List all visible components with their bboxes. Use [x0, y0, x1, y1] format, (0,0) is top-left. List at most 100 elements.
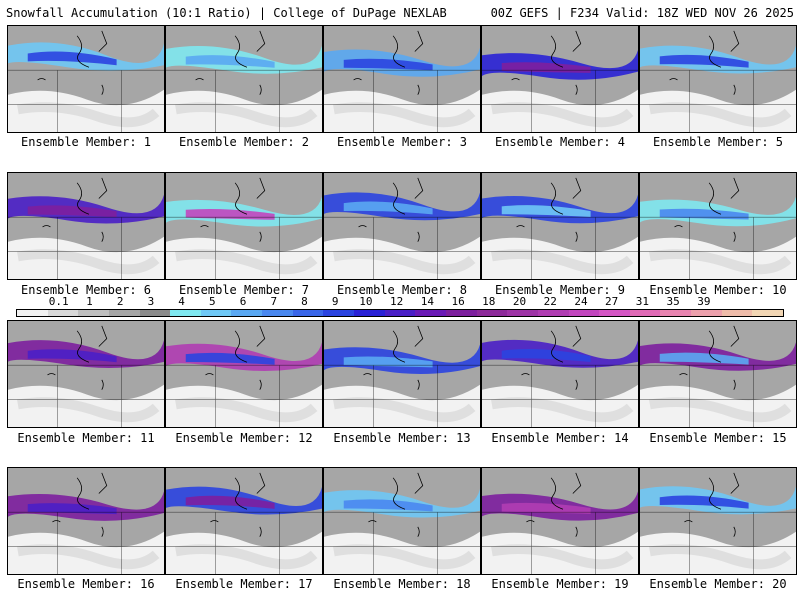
snowfall-map	[166, 468, 322, 574]
ensemble-panel-12	[165, 320, 323, 428]
colorbar-tick-label: 5	[209, 295, 216, 308]
colorbar-swatch	[292, 310, 324, 316]
colorbar-swatch	[721, 310, 753, 316]
ensemble-member-caption: Ensemble Member: 11	[17, 431, 155, 445]
snowfall-map	[482, 26, 638, 132]
ensemble-panel-7	[165, 172, 323, 280]
ensemble-panel-15	[639, 320, 797, 428]
colorbar-swatch	[691, 310, 722, 316]
colorbar-tick-label: 14	[420, 295, 434, 308]
colorbar-tick-label: 6	[239, 295, 247, 308]
snowfall-map	[166, 321, 322, 427]
ensemble-panel-14	[481, 320, 639, 428]
colorbar-swatch	[47, 310, 79, 316]
ensemble-panel-1	[7, 25, 165, 133]
ensemble-panel-17	[165, 467, 323, 575]
ensemble-panel-13	[323, 320, 481, 428]
colorbar-swatch	[78, 310, 109, 316]
snowfall-map	[324, 321, 480, 427]
snowfall-map	[640, 26, 796, 132]
colorbar-tick-label: 8	[301, 295, 308, 308]
colorbar-tick-label: 4	[178, 295, 185, 308]
snowfall-map	[482, 321, 638, 427]
ensemble-panel-9	[481, 172, 639, 280]
colorbar-tick-label: 10	[359, 295, 373, 308]
colorbar-swatch	[323, 310, 355, 316]
snowfall-map	[640, 173, 796, 279]
snowfall-map	[640, 468, 796, 574]
ensemble-panel-4	[481, 25, 639, 133]
ensemble-member-caption: Ensemble Member: 14	[491, 431, 629, 445]
colorbar-tick-label: 0.1	[48, 295, 69, 308]
ensemble-member-caption: Ensemble Member: 6	[20, 283, 152, 297]
colorbar-swatch	[568, 310, 600, 316]
snowfall-map	[8, 26, 164, 132]
colorbar-tick-label: 39	[697, 295, 711, 308]
snowfall-map	[324, 26, 480, 132]
colorbar-swatch	[599, 310, 630, 316]
ensemble-member-caption: Ensemble Member: 17	[175, 577, 313, 591]
colorbar-swatch	[108, 310, 140, 316]
ensemble-member-caption: Ensemble Member: 3	[336, 135, 468, 149]
colorbar-swatch	[170, 310, 201, 316]
ensemble-member-caption: Ensemble Member: 5	[652, 135, 784, 149]
colorbar-tick-label: 7	[270, 295, 278, 308]
snowfall-map	[8, 468, 164, 574]
ensemble-panel-20	[639, 467, 797, 575]
ensemble-panel-10	[639, 172, 797, 280]
ensemble-panel-11	[7, 320, 165, 428]
ensemble-panel-5	[639, 25, 797, 133]
ensemble-member-caption: Ensemble Member: 10	[649, 283, 787, 297]
colorbar-tick-label: 20	[512, 295, 527, 308]
colorbar-swatch	[752, 310, 784, 316]
snowfall-map	[324, 468, 480, 574]
snowfall-map	[482, 173, 638, 279]
colorbar-tick-label: 1	[86, 295, 93, 308]
run-valid-time: 00Z GEFS | F234 Valid: 18Z WED NOV 26 20…	[490, 6, 794, 20]
ensemble-member-caption: Ensemble Member: 4	[494, 135, 626, 149]
ensemble-member-caption: Ensemble Member: 15	[649, 431, 787, 445]
ensemble-member-caption: Ensemble Member: 16	[17, 577, 155, 591]
ensemble-member-caption: Ensemble Member: 12	[175, 431, 313, 445]
colorbar-tick-label: 2	[116, 295, 124, 308]
colorbar-tick-label: 24	[574, 295, 588, 308]
ensemble-panel-2	[165, 25, 323, 133]
colorbar-tick-label: 9	[331, 295, 339, 308]
colorbar-swatch	[17, 310, 48, 316]
colorbar	[16, 309, 784, 317]
ensemble-member-caption: Ensemble Member: 9	[494, 283, 626, 297]
colorbar-swatch	[200, 310, 232, 316]
colorbar-swatch	[231, 310, 263, 316]
ensemble-panel-6	[7, 172, 165, 280]
colorbar-tick-label: 18	[482, 295, 496, 308]
ensemble-member-caption: Ensemble Member: 1	[20, 135, 152, 149]
snowfall-map	[324, 173, 480, 279]
colorbar-swatch	[262, 310, 293, 316]
ensemble-member-caption: Ensemble Member: 2	[178, 135, 310, 149]
snowfall-map	[166, 26, 322, 132]
ensemble-panel-16	[7, 467, 165, 575]
colorbar-tick-label: 31	[635, 295, 650, 308]
colorbar-swatch	[507, 310, 538, 316]
colorbar-swatch	[445, 310, 477, 316]
snowfall-map	[8, 173, 164, 279]
ensemble-member-caption: Ensemble Member: 18	[333, 577, 471, 591]
colorbar-tick-label: 35	[666, 295, 680, 308]
ensemble-panel-3	[323, 25, 481, 133]
colorbar-swatch	[384, 310, 416, 316]
snowfall-map	[8, 321, 164, 427]
colorbar-tick-label: 22	[543, 295, 557, 308]
colorbar-swatch	[476, 310, 508, 316]
snowfall-map	[640, 321, 796, 427]
snowfall-map	[166, 173, 322, 279]
colorbar-swatch	[354, 310, 385, 316]
ensemble-panel-18	[323, 467, 481, 575]
ensemble-member-caption: Ensemble Member: 19	[491, 577, 629, 591]
ensemble-member-caption: Ensemble Member: 7	[178, 283, 310, 297]
colorbar-swatch	[415, 310, 446, 316]
colorbar-swatch	[660, 310, 692, 316]
colorbar-swatch	[139, 310, 171, 316]
colorbar-tick-label: 12	[390, 295, 404, 308]
colorbar-tick-label: 3	[147, 295, 155, 308]
snowfall-map	[482, 468, 638, 574]
